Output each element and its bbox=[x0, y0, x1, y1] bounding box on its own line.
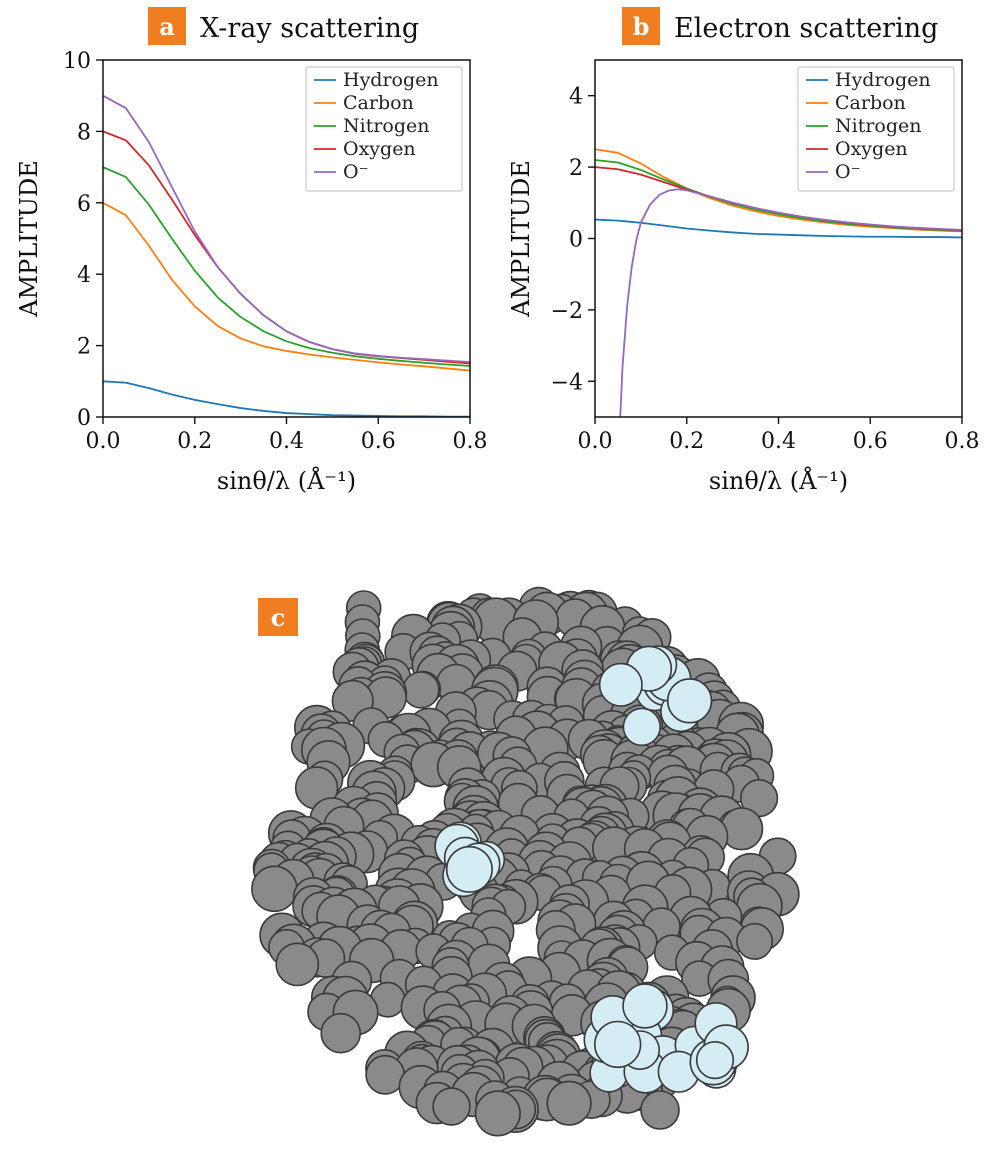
legend-label: Nitrogen bbox=[343, 115, 430, 137]
atom-sphere bbox=[251, 865, 298, 913]
legend-label: O⁻ bbox=[835, 161, 861, 183]
panel-a-chart: a X-ray scattering 0.0 0.2 0.4 0.6 0.8 0 2 4 6 8 1… bbox=[15, 7, 488, 495]
x-tick-label: 0.4 bbox=[761, 429, 796, 454]
series-line-nitrogen bbox=[103, 166, 470, 367]
x-tick-label: 0.6 bbox=[853, 429, 888, 454]
series-lines bbox=[103, 94, 470, 417]
legend-label: Hydrogen bbox=[343, 69, 439, 91]
y-axis-label: AMPLITUDE bbox=[15, 160, 43, 317]
highlighted-atom-sphere bbox=[622, 707, 661, 747]
x-tick-label: 0.2 bbox=[177, 429, 212, 454]
x-axis-label: sinθ/λ (Å⁻¹) bbox=[709, 466, 848, 495]
panel-b-badge-label: b bbox=[633, 12, 650, 41]
x-tick-label: 0.8 bbox=[945, 429, 980, 454]
y-tick-label: 4 bbox=[569, 85, 583, 110]
highlighted-atom-sphere bbox=[695, 1040, 735, 1080]
atom-sphere bbox=[320, 1012, 362, 1054]
series-lines bbox=[595, 148, 962, 417]
y-tick-label: 10 bbox=[63, 49, 91, 74]
panel-c-molecule: c bbox=[251, 586, 800, 1137]
atom-sphere bbox=[275, 942, 320, 987]
y-tick-label: 2 bbox=[569, 156, 583, 181]
panel-b-badge bbox=[622, 7, 660, 45]
x-axis-label: sinθ/λ (Å⁻¹) bbox=[217, 466, 356, 495]
panel-b-chart: b Electron scattering 0.0 0.2 0.4 0.6 0.8 −4 −… bbox=[507, 7, 980, 495]
panel-a-badge bbox=[148, 7, 186, 45]
x-tick-label: 0.2 bbox=[669, 429, 704, 454]
atom-sphere bbox=[546, 1080, 592, 1126]
series-line-hydrogen bbox=[595, 218, 962, 239]
legend-label: Carbon bbox=[835, 92, 906, 114]
atom-sphere bbox=[402, 671, 440, 709]
panel-b-plot: 0.0 0.2 0.4 0.6 0.8 −4 −2 0 2 4 sinθ/λ (Å⁻¹) AMPLIT… bbox=[507, 59, 980, 495]
series-line-o bbox=[619, 188, 962, 417]
atom-sphere bbox=[474, 1090, 521, 1137]
panel-a-title: X-ray scattering bbox=[200, 13, 419, 44]
series-line-o bbox=[103, 94, 470, 363]
atom-sphere bbox=[736, 922, 774, 960]
y-axis-label: AMPLITUDE bbox=[507, 160, 535, 317]
legend-label: O⁻ bbox=[343, 161, 369, 183]
y-tick-label: 0 bbox=[569, 228, 583, 253]
atom-sphere bbox=[432, 1087, 471, 1126]
x-tick-label: 0.4 bbox=[269, 429, 304, 454]
highlighted-atom-sphere bbox=[622, 983, 668, 1029]
highlighted-atom-sphere bbox=[666, 678, 713, 724]
legend-box bbox=[797, 66, 955, 192]
x-tick-label: 0.8 bbox=[453, 429, 488, 454]
y-tick-label: 2 bbox=[77, 335, 91, 360]
series-line-carbon bbox=[103, 202, 470, 372]
panel-c-badge-label: c bbox=[271, 603, 286, 632]
panel-a-badge-label: a bbox=[159, 12, 175, 41]
x-tick-label: 0.0 bbox=[86, 429, 121, 454]
x-tick-label: 0.6 bbox=[361, 429, 396, 454]
atom-sphere bbox=[640, 1090, 680, 1130]
legend-label: Carbon bbox=[343, 92, 414, 114]
y-tick-label: −2 bbox=[551, 299, 583, 324]
highlighted-atom-sphere bbox=[593, 1020, 642, 1069]
y-tick-label: 8 bbox=[77, 120, 91, 145]
legend-label: Hydrogen bbox=[835, 69, 931, 91]
legend-box bbox=[305, 66, 463, 192]
y-tick-label: 6 bbox=[77, 192, 91, 217]
legend-label: Oxygen bbox=[835, 138, 908, 160]
highlighted-atom-sphere bbox=[445, 845, 493, 893]
x-tick-label: 0.0 bbox=[578, 429, 613, 454]
panel-a-plot: 0.0 0.2 0.4 0.6 0.8 0 2 4 6 8 10 sinθ/λ (Å⁻¹) AMPLIT… bbox=[15, 49, 488, 495]
legend-label: Oxygen bbox=[343, 138, 416, 160]
y-tick-label: −4 bbox=[551, 370, 583, 395]
panel-b-title: Electron scattering bbox=[674, 13, 938, 44]
legend-label: Nitrogen bbox=[835, 115, 922, 137]
panel-c-badge bbox=[258, 598, 298, 636]
highlighted-atom-sphere bbox=[598, 662, 643, 707]
series-line-hydrogen bbox=[103, 380, 470, 417]
protein-molecule-illustration bbox=[251, 586, 800, 1137]
y-tick-label: 4 bbox=[77, 263, 91, 288]
y-tick-label: 0 bbox=[77, 406, 91, 431]
